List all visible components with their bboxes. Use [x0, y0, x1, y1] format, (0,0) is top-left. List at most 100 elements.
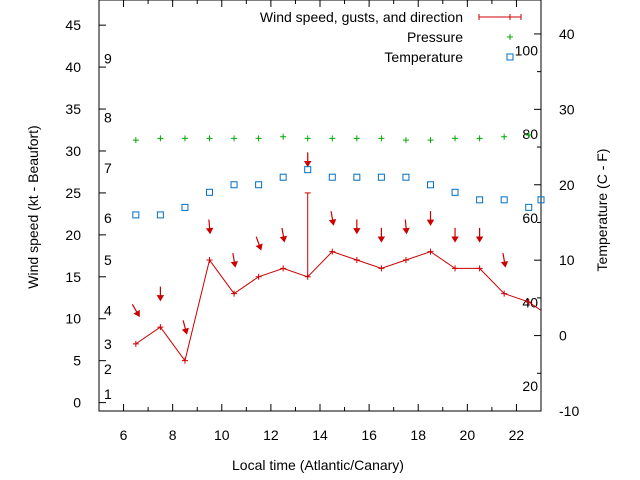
- pressure-point: [525, 132, 532, 139]
- x-tick-label: 22: [509, 427, 525, 443]
- wind-direction-arrow: [353, 219, 361, 235]
- wind-speed-point: [353, 257, 360, 264]
- wind-speed-point: [255, 273, 262, 280]
- y-left-tick-label: 20: [65, 227, 81, 243]
- wind-arrow-head: [475, 236, 484, 243]
- wind-speed-point: [157, 324, 164, 331]
- wind-direction-arrow: [205, 219, 214, 235]
- wind-arrow-head: [156, 295, 165, 302]
- y-left-tick-label: 30: [65, 143, 81, 159]
- wind-arrow-head: [500, 260, 509, 268]
- fahrenheit-label: 60: [522, 210, 538, 226]
- temperature-point: [304, 166, 312, 174]
- pressure-point: [206, 135, 213, 142]
- wind-arrow-head: [353, 228, 361, 235]
- wind-arrow-head: [402, 227, 410, 235]
- legend: Wind speed, gusts, and direction Pressure…: [260, 9, 522, 65]
- x-tick-label: 14: [312, 427, 328, 443]
- legend-label: Pressure: [407, 29, 463, 45]
- temperature-point: [156, 211, 164, 219]
- pressure-point: [452, 135, 459, 142]
- fahrenheit-label: 20: [522, 378, 538, 394]
- wind-speed-point: [231, 290, 238, 297]
- beaufort-label: 9: [104, 51, 112, 67]
- pressure-point: [427, 137, 434, 144]
- pressure-point: [181, 135, 188, 142]
- x-axis-label: Local time (Atlantic/Canary): [232, 457, 404, 473]
- wind-arrow-head: [255, 243, 263, 251]
- wind-speed-point: [452, 265, 459, 272]
- y-right-tick-label: 10: [559, 252, 575, 268]
- wind-direction-arrow: [451, 227, 459, 243]
- wind-speed-point: [132, 340, 139, 347]
- wind-arrow-head: [426, 219, 435, 226]
- pressure-point: [255, 135, 262, 142]
- temperature-point: [206, 188, 213, 196]
- x-tick-label: 10: [214, 427, 230, 443]
- wind-direction-arrow: [156, 286, 165, 302]
- wind-arrow-head: [133, 309, 140, 318]
- wind-direction-arrow: [304, 152, 312, 168]
- wind-speed-point: [501, 290, 508, 297]
- temperature-point: [328, 173, 336, 181]
- axis-ticks: [98, 0, 542, 412]
- y-right-tick-label: 30: [559, 101, 575, 117]
- y-right-tick-label: 0: [559, 328, 567, 344]
- pressure-point: [353, 135, 360, 142]
- pressure-point: [157, 135, 164, 142]
- wind-direction-arrow: [131, 303, 140, 318]
- temperature-point: [181, 203, 189, 211]
- legend-label: Temperature: [384, 49, 463, 65]
- wind-speed-point: [206, 257, 213, 264]
- y-axis-label-left: Wind speed (kt - Beaufort): [25, 125, 41, 288]
- temperature-point: [279, 173, 287, 181]
- temperature-point: [132, 211, 140, 219]
- temperature-point: [402, 173, 410, 181]
- wind-speed-point: [181, 357, 188, 364]
- y-axis-label-right: Temperature (C - F): [594, 149, 610, 272]
- y-right-tick-label: 20: [559, 177, 575, 193]
- temperature-point: [427, 181, 434, 189]
- x-tick-label: 18: [410, 427, 426, 443]
- x-tick-label: 8: [169, 427, 177, 443]
- series-layer: [131, 132, 545, 364]
- y-right-tick-label: 40: [559, 26, 575, 42]
- beaufort-label: 1: [104, 386, 112, 402]
- temperature-point: [451, 188, 459, 196]
- pressure-point: [329, 135, 336, 142]
- wind-direction-arrow: [279, 227, 288, 243]
- temperature-point: [353, 173, 361, 181]
- beaufort-label: 4: [104, 302, 112, 318]
- beaufort-label: 2: [104, 361, 112, 377]
- wind-speed-point: [525, 298, 532, 305]
- wind-direction-arrow: [500, 253, 509, 268]
- x-tick-label: 12: [263, 427, 279, 443]
- wind-speed-point: [280, 265, 287, 272]
- temperature-point: [500, 196, 508, 204]
- wind-direction-arrow: [426, 211, 435, 226]
- tick-labels: 6 8 10 12 14 16 18 20 22051015202530354045-10010…: [65, 17, 579, 443]
- temperature-point: [525, 203, 533, 211]
- pressure-point: [501, 133, 508, 140]
- pressure-point: [402, 137, 409, 144]
- wind-arrow-head: [230, 260, 238, 268]
- temperature-point: [476, 196, 484, 204]
- wind-speed-point: [427, 248, 434, 255]
- wind-arrow-head: [328, 219, 337, 226]
- wind-arrow-head: [181, 327, 189, 335]
- plot-frame: [98, 0, 542, 412]
- wind-direction-arrow: [402, 219, 410, 235]
- fahrenheit-label: 100: [515, 43, 539, 59]
- wind-arrow-head: [279, 235, 288, 243]
- y-left-tick-label: 45: [65, 17, 81, 33]
- wind-direction-arrow: [328, 211, 337, 226]
- wind-arrow-head: [304, 160, 312, 168]
- pressure-point: [378, 135, 385, 142]
- wind-speed-point: [329, 248, 336, 255]
- legend-pressure-marker: [507, 34, 513, 40]
- wind-speed-point: [402, 257, 409, 264]
- wind-speed-line: [135, 251, 541, 362]
- x-tick-label: 16: [361, 427, 377, 443]
